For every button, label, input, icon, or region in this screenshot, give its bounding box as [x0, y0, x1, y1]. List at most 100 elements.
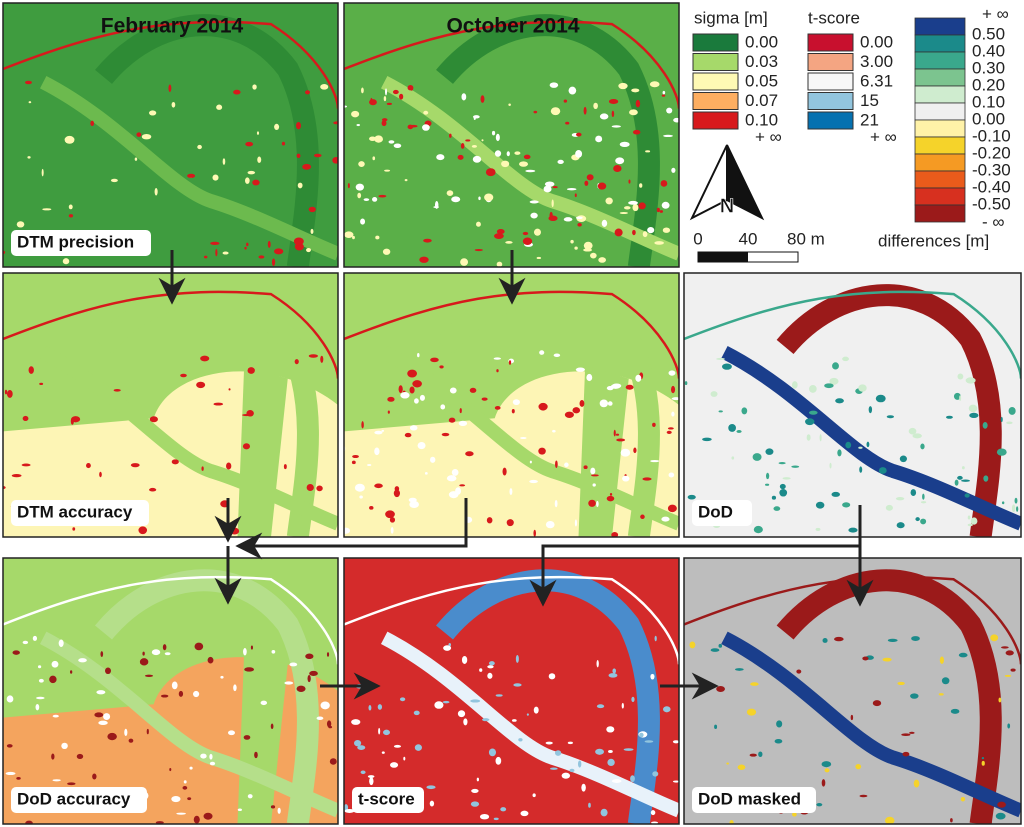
map-speckle — [532, 793, 536, 798]
map-speckle — [581, 783, 586, 792]
map-speckle — [520, 437, 527, 440]
map-speckle — [68, 214, 74, 218]
map-speckle — [735, 668, 744, 671]
map-speckle — [320, 84, 329, 90]
map-speckle — [372, 156, 376, 161]
map-speckle — [574, 519, 578, 527]
map-speckle — [533, 110, 538, 114]
map-speckle — [212, 174, 219, 181]
map-speckle — [779, 489, 788, 497]
map-speckle — [486, 517, 493, 524]
map-speckle — [875, 394, 886, 403]
map-speckle — [533, 529, 536, 537]
map-speckle — [162, 644, 167, 651]
map-speckle — [620, 448, 631, 457]
map-speckle — [351, 110, 360, 118]
legend-label: -0.30 — [972, 160, 1011, 179]
map-speckle — [78, 658, 87, 663]
map-speckle — [494, 406, 501, 410]
map-speckle — [774, 738, 783, 744]
map-speckle — [718, 410, 723, 413]
map-speckle — [505, 241, 513, 244]
map-speckle — [938, 693, 944, 696]
map-speckle — [595, 748, 605, 755]
map-speckle — [623, 748, 634, 751]
panel-label-box — [692, 787, 816, 813]
map-speckle — [491, 130, 496, 136]
map-speckle — [910, 693, 919, 699]
map-speckle — [390, 526, 394, 534]
map-speckle — [671, 397, 679, 401]
map-speckle — [946, 415, 953, 419]
map-speckle — [171, 795, 181, 803]
map-speckle — [666, 107, 673, 114]
map-speckle — [824, 383, 834, 389]
map-speckle — [796, 669, 802, 674]
map-speckle — [470, 699, 481, 703]
map-speckle — [779, 483, 786, 490]
map-speckle — [1016, 506, 1019, 512]
map-speckle — [612, 668, 617, 674]
map-speckle — [412, 380, 422, 388]
panel-label-box — [11, 787, 147, 813]
map-speckle — [351, 719, 361, 725]
map-speckle — [313, 153, 322, 158]
map-speckle — [661, 516, 670, 522]
map-speckle — [501, 160, 510, 168]
map-speckle — [247, 367, 255, 374]
map-speckle — [271, 649, 276, 654]
map-speckle — [611, 532, 619, 537]
map-speckle — [493, 817, 499, 821]
map-speckle — [130, 463, 140, 468]
map-speckle — [533, 228, 541, 236]
map-speckle — [1006, 421, 1013, 425]
map-speckle — [488, 661, 495, 666]
map-speckle — [393, 744, 402, 748]
map-speckle — [374, 135, 383, 143]
map-speckle — [567, 741, 573, 745]
map-speckle — [625, 384, 634, 390]
panel-border — [343, 557, 680, 825]
legend-swatch — [807, 111, 854, 130]
map-speckle — [21, 463, 31, 467]
map-speckle — [588, 802, 591, 808]
map-speckle — [414, 744, 422, 751]
map-speckle — [859, 794, 868, 798]
map-speckle — [105, 667, 112, 675]
map-feature — [344, 290, 679, 379]
map-speckle — [586, 174, 594, 181]
map-feature — [380, 75, 679, 261]
map-speckle — [842, 356, 849, 362]
map-speckle — [354, 483, 365, 492]
legend-area: sigma [m] t-score differences [m] N 0 40… — [689, 4, 1011, 263]
map-speckle — [384, 169, 391, 172]
legend-label: 0.00 — [972, 109, 1005, 128]
map-speckle — [909, 731, 915, 734]
map-speckle — [270, 805, 276, 809]
map-speckle — [476, 777, 480, 782]
map-speckle — [460, 258, 469, 266]
map-speckle — [16, 777, 21, 780]
map-speckle — [642, 231, 648, 238]
map-speckle — [591, 474, 599, 477]
map-speckle — [389, 517, 396, 523]
legend-swatch — [807, 53, 854, 71]
map-speckle — [25, 80, 32, 85]
map-speckle — [967, 523, 973, 527]
map-speckle — [1010, 668, 1016, 672]
map-speckle — [858, 446, 863, 449]
legend-swatch — [914, 136, 966, 155]
map-speckle — [530, 212, 538, 219]
map-feature — [344, 20, 679, 109]
map-feature — [95, 569, 319, 824]
map-speckle — [615, 433, 620, 436]
legend-label: 0.03 — [745, 52, 778, 71]
map-speckle — [6, 695, 14, 703]
map-speckle — [247, 170, 256, 175]
map-speckle — [920, 443, 925, 450]
map-speckle — [622, 475, 630, 482]
map-speckle — [809, 384, 817, 393]
map-speckle — [529, 460, 532, 464]
map-speckle — [515, 655, 519, 663]
map-speckle — [910, 489, 917, 496]
